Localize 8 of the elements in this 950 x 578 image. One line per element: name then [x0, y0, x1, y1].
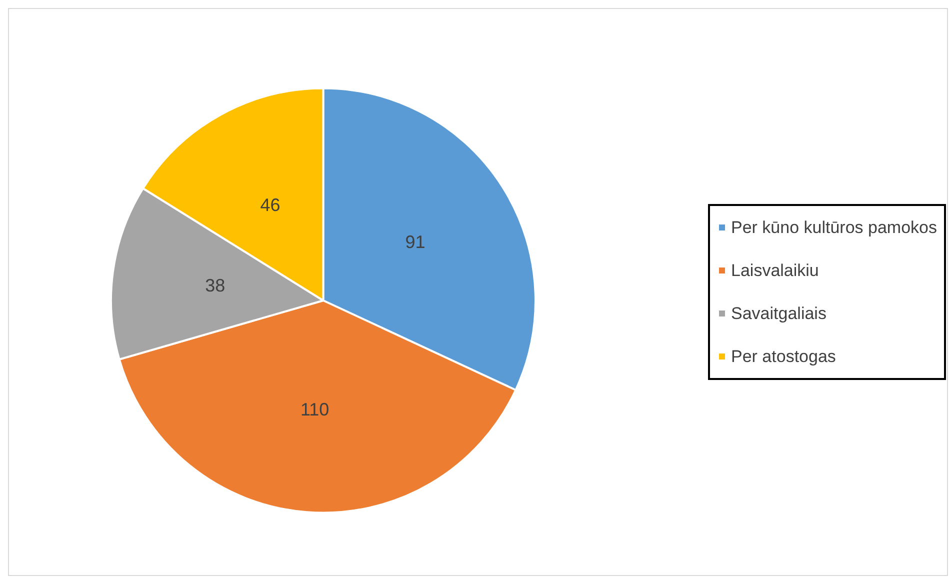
legend-label: Laisvalaikiu	[731, 261, 819, 280]
data-label: 38	[205, 276, 226, 296]
data-label: 91	[405, 232, 426, 252]
legend-label: Savaitgaliais	[731, 304, 826, 323]
legend-label: Per atostogas	[731, 347, 836, 366]
data-label: 110	[300, 399, 330, 420]
data-label: 46	[260, 195, 280, 216]
legend-label: Per kūno kultūros pamokos	[731, 218, 938, 237]
